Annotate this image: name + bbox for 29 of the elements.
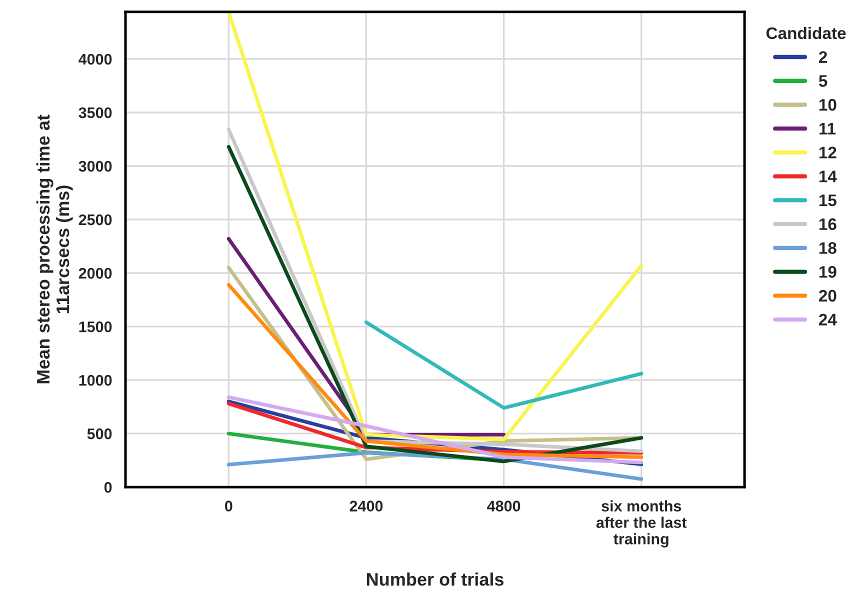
legend-label: 15: [819, 194, 836, 206]
legend-label: 19: [819, 266, 836, 278]
x-axis-title: Number of trials: [367, 572, 504, 586]
legend-label: 16: [819, 218, 836, 230]
x-tick-label: six months after the last training: [596, 500, 687, 548]
y-tick-label: 1000: [79, 374, 112, 386]
legend-label: 14: [819, 170, 837, 182]
legend-label: 24: [818, 314, 837, 326]
y-tick-label: 4000: [78, 54, 112, 65]
legend-label: 11: [819, 122, 836, 134]
legend-label: 10: [819, 98, 836, 111]
y-tick-label: 0: [104, 482, 112, 493]
y-tick-label: 2500: [78, 214, 112, 226]
line-series: [226, 12, 644, 442]
legend-label: 12: [819, 146, 836, 158]
legend-label: 2: [818, 51, 828, 63]
legend-title: Candidate: [766, 26, 846, 40]
y-tick-label: 1500: [79, 321, 112, 332]
y-tick-label: 3000: [78, 160, 112, 172]
x-tick-label: 0: [225, 500, 232, 512]
legend-label: 18: [819, 242, 836, 254]
legend-label: 20: [818, 290, 836, 302]
x-tick-label: 2400: [350, 500, 383, 512]
y-axis-title: Mean stereo processing time at 11arcsecs (ms): [36, 114, 73, 384]
x-tick-label: 4800: [487, 500, 520, 512]
y-tick-label: 500: [87, 428, 112, 440]
y-tick-label: 2000: [78, 268, 112, 279]
y-tick-label: 3500: [78, 107, 112, 118]
legend-label: 5: [818, 75, 828, 87]
